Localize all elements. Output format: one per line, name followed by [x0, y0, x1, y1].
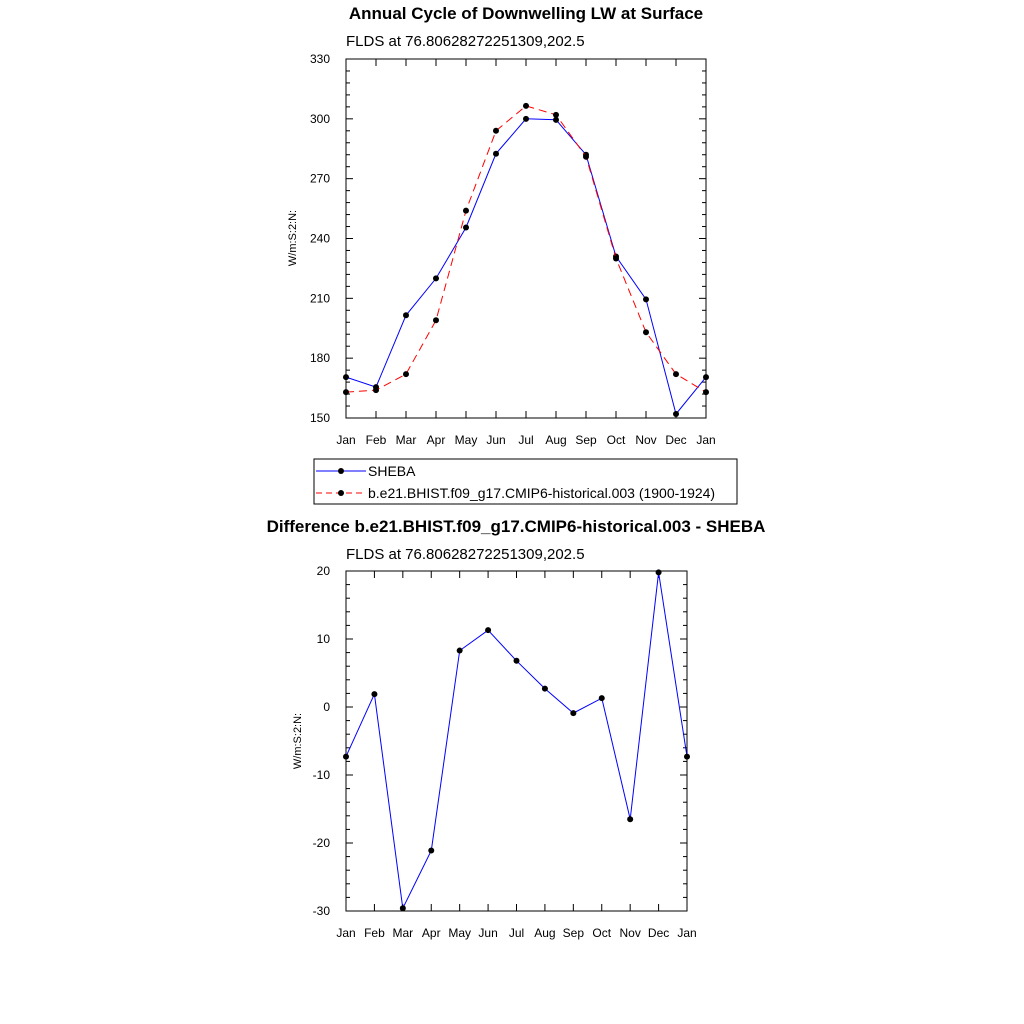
chart-2-x-tick-label: Apr [422, 926, 441, 940]
chart-1-x-tick-label: Nov [635, 433, 656, 447]
chart-2-y-tick-label: -10 [313, 768, 331, 782]
chart-1-y-tick-label: 180 [310, 351, 330, 365]
chart-2-x-tick-label: May [448, 926, 471, 940]
chart-2: Difference b.e21.BHIST.f09_g17.CMIP6-his… [267, 517, 766, 940]
legend-label-sheba: SHEBA [368, 463, 416, 479]
chart-1-series-0-point [403, 312, 409, 319]
legend-box [313, 458, 738, 505]
chart-2-x-tick-label: Sep [563, 926, 585, 940]
chart-2-y-tick-label: 0 [323, 700, 330, 714]
chart-2-series-0-point [485, 627, 492, 634]
chart-1-series-1-point [463, 207, 469, 214]
chart-1-series-1-point [373, 387, 379, 394]
chart-1-x-tick-label: Dec [665, 433, 686, 447]
chart-1-x-tick-label: Aug [545, 433, 566, 447]
chart-1-x-tick-label: Jun [486, 433, 505, 447]
chart-1-plot-area: 150 180 210 240 270 300 330 Jan Feb Mar Apr May Jun J… [310, 52, 716, 447]
chart-2-y-tick-label: -30 [313, 904, 331, 918]
chart-2-x-tick-label: Mar [392, 926, 413, 940]
chart-2-title: Difference b.e21.BHIST.f09_g17.CMIP6-his… [267, 517, 766, 536]
chart-2-series-0-point [684, 753, 690, 760]
chart-2-series-0-point [399, 905, 406, 912]
chart-2-x-tick-label: Oct [592, 926, 611, 940]
chart-1-series-0-point [493, 150, 499, 157]
chart-1-series-0-point [523, 115, 529, 122]
chart-1-x-tick-label: Oct [607, 433, 626, 447]
chart-1-x-tick-label: Mar [396, 433, 417, 447]
chart-1-x-tick-label: May [455, 433, 478, 447]
legend-label-model: b.e21.BHIST.f09_g17.CMIP6-historical.003… [368, 485, 715, 501]
chart-1-x-tick-label: Feb [366, 433, 387, 447]
chart-1-series-1-point [583, 153, 589, 160]
chart-1-y-tick-label: 150 [310, 411, 330, 425]
chart-1-series-0-point [343, 374, 349, 381]
chart-1-series-0-line [345, 118, 707, 416]
chart-1-x-tick-label: Jan [336, 433, 355, 447]
chart-2-series-0-point [598, 695, 605, 702]
legend-marker-model [338, 490, 344, 496]
chart-2-series-0-point [343, 753, 349, 760]
chart-2-series-0-point [513, 657, 520, 664]
chart-2-plot-area: -30 -20 -10 0 10 20 Jan Feb Mar Apr May Jun Jul Aug Se… [313, 564, 697, 940]
chart-1-y-axis-label: W/m:S:2:N: [287, 210, 299, 266]
chart-2-series-0-point [655, 569, 662, 576]
chart-2-x-tick-label: Jan [677, 926, 696, 940]
chart-2-series-0-point [627, 816, 634, 823]
chart-1-series-1-point [613, 255, 619, 262]
chart-1-x-tick-label: Jan [696, 433, 715, 447]
chart-2-series-0-line [345, 572, 688, 910]
chart-1-subtitle: FLDS at 76.80628272251309,202.5 [346, 33, 585, 50]
chart-1-series-1-point [553, 111, 559, 118]
chart-2-x-tick-label: Feb [364, 926, 385, 940]
chart-2-x-tick-label: Nov [619, 926, 640, 940]
chart-1-series-1-point [343, 389, 349, 396]
chart-2-x-tick-label: Jul [509, 926, 524, 940]
chart-1-series-0-point [553, 116, 559, 123]
chart-1-series-0-point [433, 275, 439, 282]
chart-1-series-1-point [493, 127, 499, 134]
chart-2-series-0-point [371, 691, 378, 698]
chart-1-series-0-point [703, 374, 709, 381]
chart-2-x-tick-label: Dec [648, 926, 669, 940]
chart-1-title: Annual Cycle of Downwelling LW at Surfac… [349, 4, 703, 23]
chart-1-series-1-point [703, 389, 709, 396]
chart-2-series-0-point [570, 710, 577, 717]
chart-2-x-tick-label: Jan [336, 926, 355, 940]
chart-2-series-0-point [428, 847, 435, 854]
chart-1-y-tick-label: 240 [310, 232, 330, 246]
chart-1-x-tick-label: Jul [518, 433, 533, 447]
chart-1-y-tick-label: 210 [310, 291, 330, 305]
chart-1-series-0-point [673, 411, 679, 418]
chart-1-series-1-point [433, 317, 439, 324]
chart-1-series-1-point [673, 371, 679, 378]
chart-1-series-0-point [643, 296, 649, 303]
chart-1-series-1-line [345, 105, 707, 393]
chart-1-x-tick-label: Sep [575, 433, 597, 447]
chart-2-y-axis-label: W/m:S:2:N: [292, 713, 304, 769]
chart-2-x-tick-label: Aug [534, 926, 555, 940]
chart-1-series-1-point [403, 371, 409, 378]
chart-1-frame [345, 58, 707, 419]
chart-2-series-0-point [541, 685, 548, 692]
chart-1-series-1-point [643, 329, 649, 336]
chart-2-frame [345, 570, 688, 912]
chart-1-series-0-point [463, 224, 469, 231]
chart-1-x-tick-label: Apr [427, 433, 446, 447]
chart-1-y-tick-label: 270 [310, 172, 330, 186]
chart-2-subtitle: FLDS at 76.80628272251309,202.5 [346, 546, 585, 563]
chart-2-y-tick-label: 20 [317, 564, 331, 578]
chart-2-y-tick-label: 10 [317, 632, 331, 646]
chart-1-y-tick-label: 300 [310, 112, 330, 126]
chart-2-x-tick-label: Jun [478, 926, 497, 940]
chart-2-series-0-point [456, 647, 463, 654]
chart-2-y-tick-label: -20 [313, 836, 331, 850]
chart-1-series-1-point [523, 102, 529, 109]
legend-marker-sheba [338, 468, 344, 474]
chart-1: Annual Cycle of Downwelling LW at Surfac… [287, 4, 738, 505]
chart-1-legend: SHEBA b.e21.BHIST.f09_g17.CMIP6-historic… [313, 458, 738, 505]
chart-1-y-tick-label: 330 [310, 52, 330, 66]
